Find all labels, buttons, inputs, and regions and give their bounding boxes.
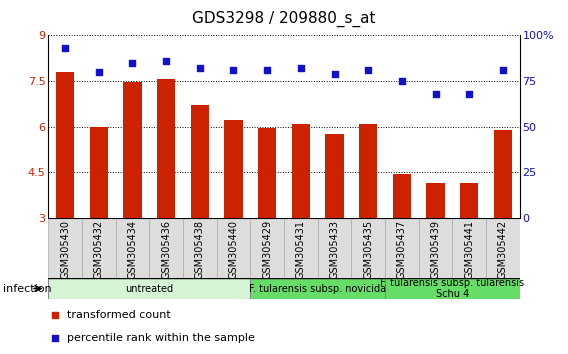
- Point: [431, 91, 440, 97]
- Bar: [90, 127, 108, 218]
- Text: untreated: untreated: [125, 284, 173, 293]
- Bar: [216, 218, 250, 278]
- Point: [398, 78, 407, 84]
- Bar: [486, 218, 520, 278]
- Text: F. tularensis subsp. novicida: F. tularensis subsp. novicida: [249, 284, 386, 293]
- Text: GSM305439: GSM305439: [431, 219, 441, 279]
- Point: [229, 67, 238, 73]
- Text: GSM305436: GSM305436: [161, 219, 171, 279]
- Text: GSM305438: GSM305438: [195, 219, 205, 279]
- Point: [262, 67, 272, 73]
- Bar: [250, 218, 284, 278]
- Bar: [149, 218, 183, 278]
- Text: GSM305441: GSM305441: [464, 219, 474, 279]
- Bar: [426, 183, 445, 218]
- Bar: [157, 79, 176, 218]
- Bar: [48, 278, 250, 299]
- Bar: [494, 130, 512, 218]
- Text: F. tularensis subsp. tularensis
Schu 4: F. tularensis subsp. tularensis Schu 4: [381, 278, 524, 299]
- Text: transformed count: transformed count: [67, 310, 171, 320]
- Text: GDS3298 / 209880_s_at: GDS3298 / 209880_s_at: [192, 11, 376, 27]
- Bar: [48, 218, 82, 278]
- Text: percentile rank within the sample: percentile rank within the sample: [67, 333, 255, 343]
- Bar: [82, 218, 116, 278]
- Point: [94, 69, 103, 75]
- Bar: [291, 124, 310, 218]
- Bar: [385, 278, 520, 299]
- Bar: [284, 218, 318, 278]
- Bar: [318, 218, 352, 278]
- Text: GSM305440: GSM305440: [228, 219, 239, 279]
- Text: infection: infection: [3, 284, 52, 293]
- Text: GSM305429: GSM305429: [262, 219, 272, 279]
- Point: [498, 67, 507, 73]
- Point: [51, 312, 60, 318]
- Point: [364, 67, 373, 73]
- Bar: [56, 72, 74, 218]
- Text: GSM305435: GSM305435: [363, 219, 373, 279]
- Point: [51, 336, 60, 341]
- Point: [128, 60, 137, 65]
- Bar: [325, 134, 344, 218]
- Text: GSM305442: GSM305442: [498, 219, 508, 279]
- Bar: [116, 218, 149, 278]
- Bar: [250, 278, 385, 299]
- Bar: [352, 218, 385, 278]
- Bar: [183, 218, 216, 278]
- Text: GSM305430: GSM305430: [60, 219, 70, 279]
- Bar: [123, 82, 142, 218]
- Bar: [258, 128, 277, 218]
- Text: GSM305432: GSM305432: [94, 219, 104, 279]
- Text: GSM305433: GSM305433: [329, 219, 340, 279]
- Point: [161, 58, 170, 64]
- Point: [61, 45, 70, 51]
- Point: [195, 65, 204, 71]
- Point: [330, 71, 339, 76]
- Point: [465, 91, 474, 97]
- Bar: [419, 218, 452, 278]
- Text: GSM305437: GSM305437: [397, 219, 407, 279]
- Point: [296, 65, 306, 71]
- Bar: [385, 218, 419, 278]
- Bar: [224, 120, 243, 218]
- Text: GSM305434: GSM305434: [127, 219, 137, 279]
- Bar: [452, 218, 486, 278]
- Bar: [460, 183, 478, 218]
- Bar: [190, 105, 209, 218]
- Bar: [392, 174, 411, 218]
- Text: GSM305431: GSM305431: [296, 219, 306, 279]
- Bar: [359, 124, 378, 218]
